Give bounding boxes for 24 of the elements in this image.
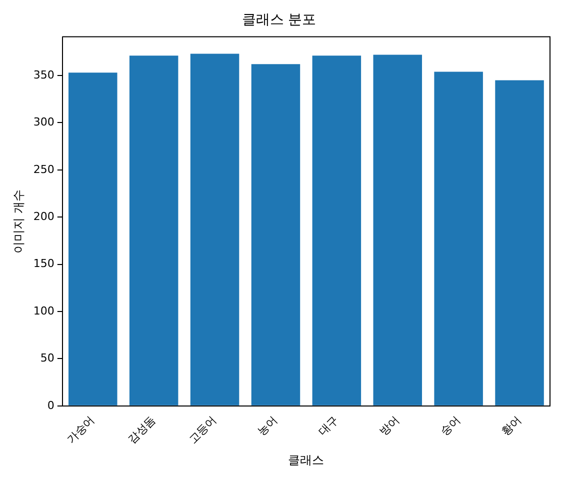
y-tick-label: 250 (33, 162, 54, 176)
y-tick-label: 0 (47, 398, 54, 412)
bar (312, 56, 362, 406)
chart-title: 클래스 분포 (242, 12, 316, 28)
y-tick-label: 50 (40, 352, 54, 365)
bar (495, 80, 544, 406)
bar (251, 64, 300, 406)
y-axis-title: 이미지 개수 (11, 189, 26, 254)
y-tick-label: 350 (33, 68, 54, 82)
bar (190, 54, 240, 406)
bar (129, 56, 178, 406)
x-axis-title: 클래스 (288, 452, 324, 467)
x-tick-label: 황어 (498, 414, 524, 438)
x-tick-label: 숭어 (438, 414, 463, 438)
x-tick-label: 농어 (255, 414, 280, 438)
bar (434, 72, 483, 406)
bar (373, 54, 422, 406)
x-tick-label: 방어 (377, 414, 402, 438)
y-tick-label: 150 (33, 257, 54, 270)
bar (68, 72, 118, 406)
y-tick-label: 300 (33, 116, 54, 129)
y-tick-label: 100 (33, 304, 54, 318)
y-tick-label: 200 (33, 210, 54, 223)
x-tick-label: 대구 (316, 414, 341, 438)
